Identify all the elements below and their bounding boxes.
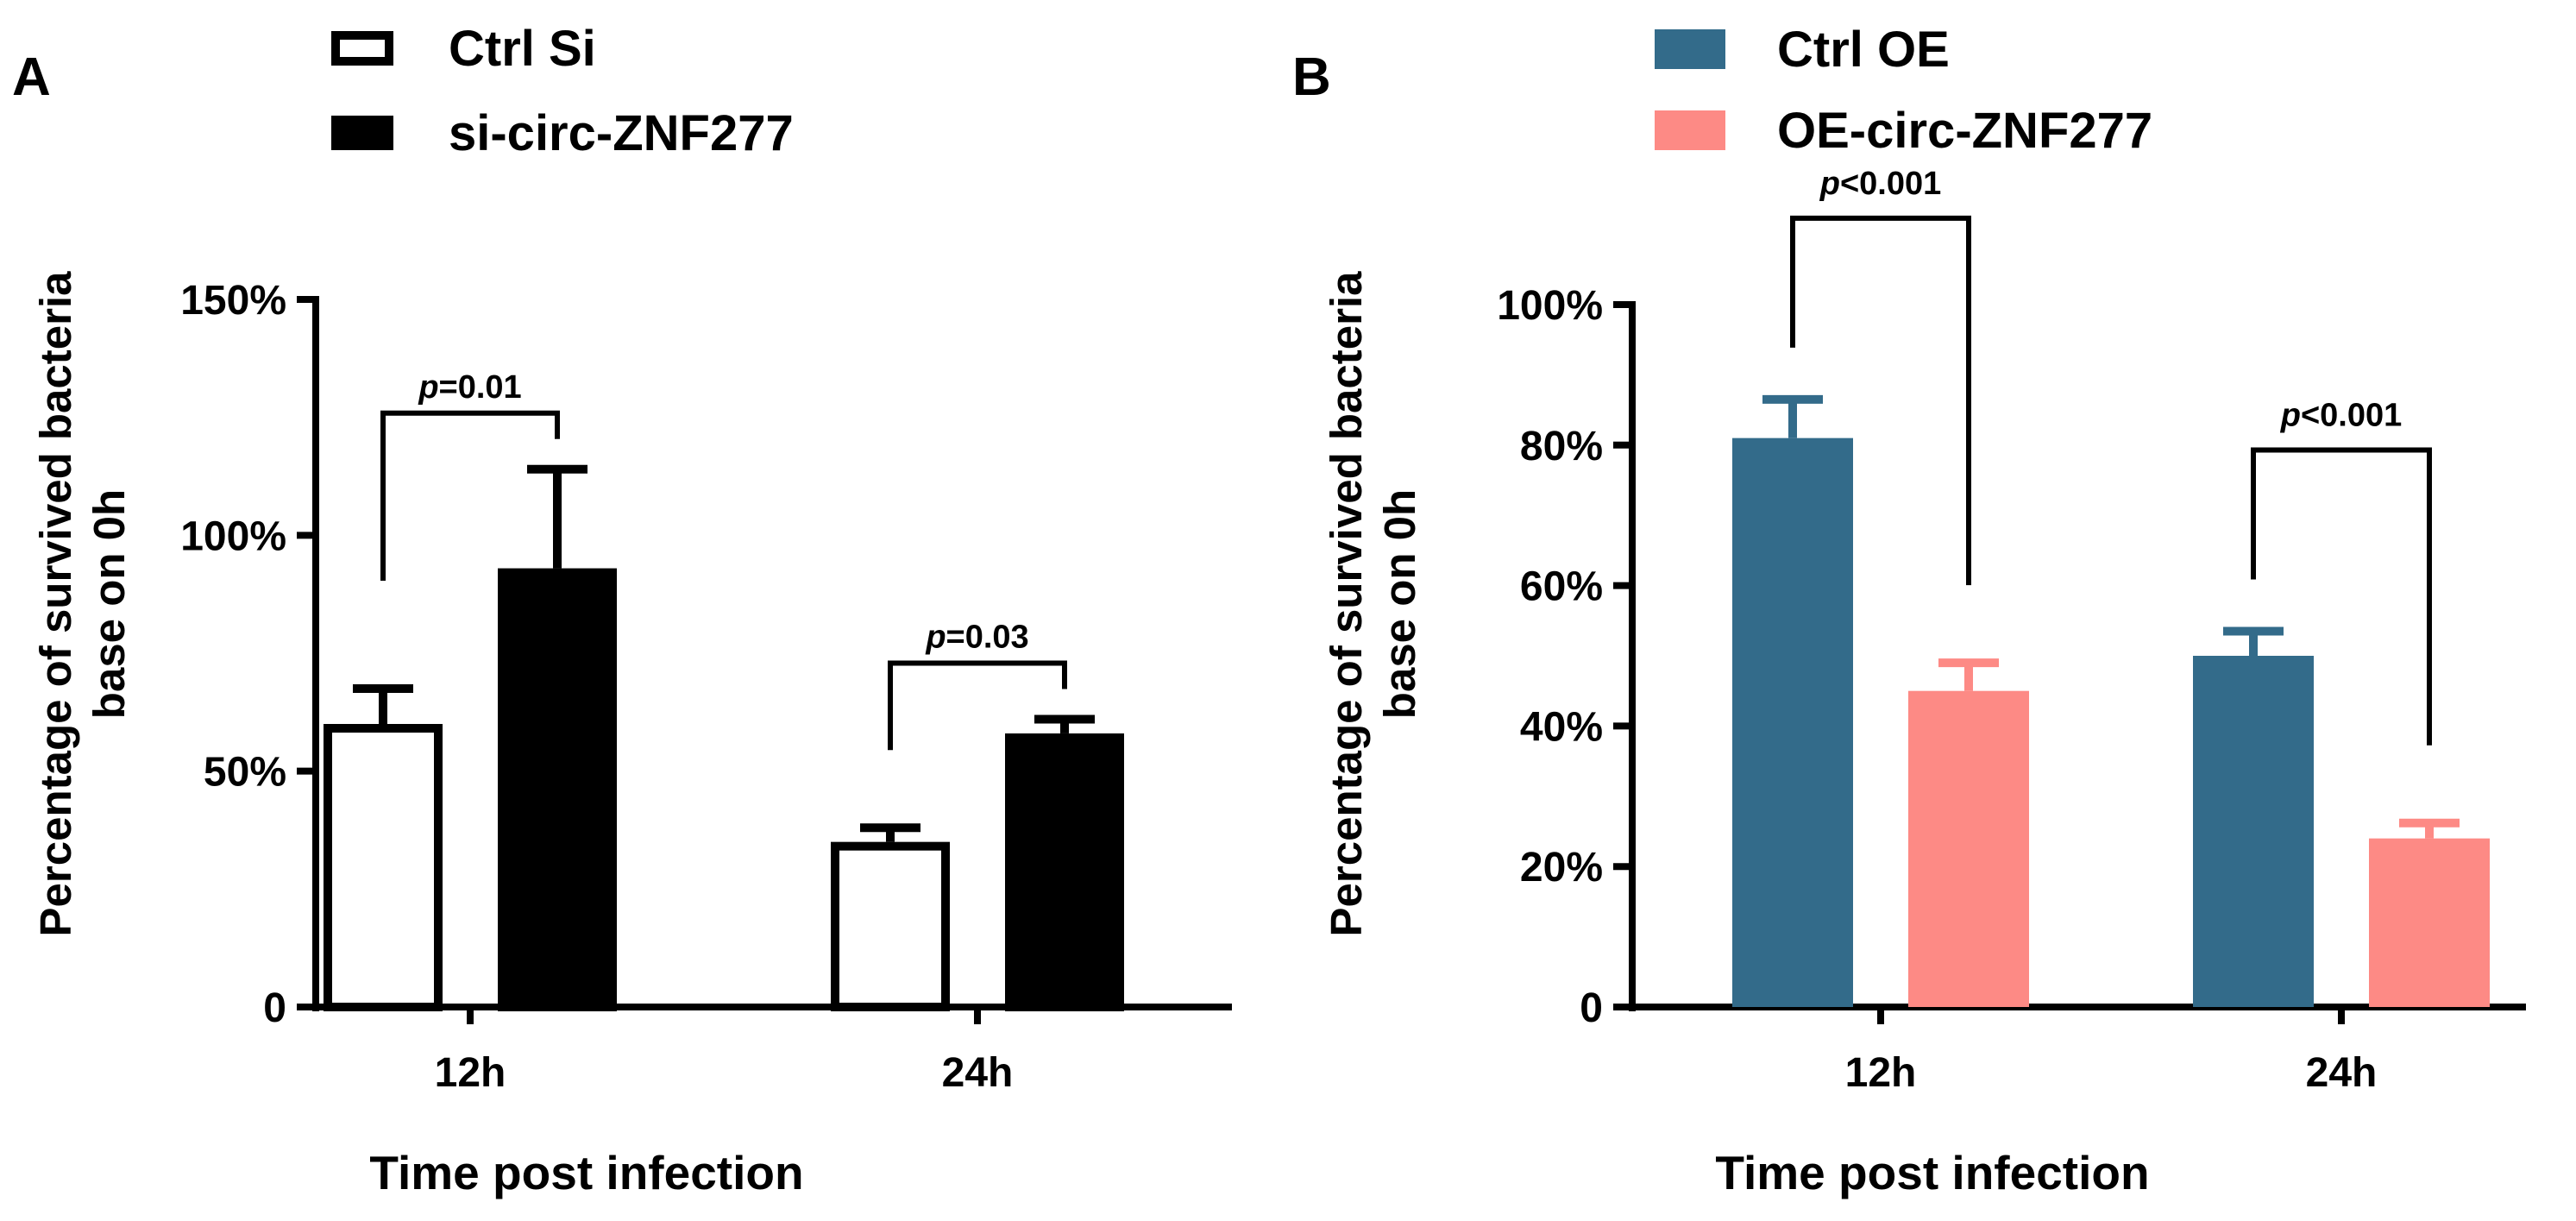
panel-b-p-symbol: p [2280, 398, 2301, 434]
panel-a-p-value-label: p=0.03 [925, 620, 1028, 656]
panel-b-y-axis-title-line-1: Percentage of survived bacteria [1322, 271, 1371, 937]
panel-b-y-axis-title: Percentage of survived bacteria base on … [1322, 271, 1424, 937]
panel-b-legend-swatch-1 [1655, 110, 1725, 150]
panel-a-legend-label-0: Ctrl Si [449, 21, 596, 77]
panel-a-significance-bracket [380, 410, 560, 581]
panel-b-x-axis-title: Time post infection [1715, 1146, 2149, 1199]
panel-b-chart: B Ctrl OE OE-circ-ZNF277 0 20% 40% 60% 80% 100… [1292, 22, 2526, 1199]
panel-a-y-tick-label: 0 [263, 985, 286, 1031]
panel-a-y-tick-label: 50% [204, 750, 286, 796]
panel-a-p-value-label: p=0.01 [418, 369, 521, 406]
panel-b-y-tick-label: 100% [1497, 283, 1603, 329]
panel-a-legend-swatch-0 [331, 31, 393, 66]
panel-b-bar [2193, 656, 2314, 1007]
panel-a-y-tick-label: 100% [180, 513, 286, 559]
panel-a-bar [324, 724, 443, 1011]
panel-b-bar [1732, 437, 1853, 1007]
panel-a-bar [831, 841, 950, 1012]
panel-a-p-value-text: =0.03 [946, 620, 1029, 656]
panel-b-p-value-label: p<0.001 [1819, 166, 1942, 202]
panel-a-y-tick-label: 150% [180, 278, 286, 324]
panel-a-x-axis-title: Time post infection [369, 1146, 803, 1199]
panel-b-letter: B [1292, 47, 1331, 107]
panel-b-significance-bracket [1790, 215, 1971, 586]
panel-b-x-tick-label: 24h [2306, 1050, 2378, 1096]
panel-a-bar [498, 568, 617, 1011]
panel-a-legend-label-1: si-circ-ZNF277 [449, 105, 794, 161]
panel-a-y-axis-title-line-2: base on 0h [85, 489, 134, 719]
panel-a-letter: A [12, 47, 51, 107]
panel-b-y-tick-label: 40% [1520, 704, 1603, 750]
panel-b-significance-bracket [2251, 447, 2432, 746]
panel-a-legend: Ctrl Si si-circ-ZNF277 [331, 21, 794, 161]
panel-a-y-axis-title-line-1: Percentage of survived bacteria [31, 271, 80, 937]
panel-b-x-tick-label: 12h [1845, 1050, 1917, 1096]
panel-a-p-value-text: =0.01 [439, 369, 522, 406]
panel-a-p-symbol: p [418, 369, 438, 406]
panel-b-bar [1908, 690, 2029, 1007]
panel-b-legend-label-1: OE-circ-ZNF277 [1777, 103, 2152, 159]
panel-a-y-axis-title: Percentage of survived bacteria base on … [31, 271, 134, 937]
panel-a-p-symbol: p [925, 620, 946, 656]
panel-b-y-tick-label: 0 [1580, 985, 1603, 1031]
panel-a-significance-bracket [888, 660, 1067, 751]
panel-b-p-value-text: <0.001 [2301, 398, 2402, 434]
panel-b-y-tick-label: 60% [1520, 564, 1603, 610]
panel-a-chart: A Ctrl Si si-circ-ZNF277 0 50% 100% 150% 12h 2… [12, 21, 1232, 1199]
panel-b-p-value-text: <0.001 [1840, 166, 1941, 202]
panel-a-legend-swatch-1 [331, 116, 393, 150]
panel-b-p-symbol: p [1819, 166, 1840, 202]
panel-b-legend: Ctrl OE OE-circ-ZNF277 [1655, 22, 2152, 159]
panel-b-y-tick-label: 20% [1520, 845, 1603, 891]
panel-b-y-tick-label: 80% [1520, 424, 1603, 469]
panel-a-x-tick-label: 12h [435, 1050, 506, 1096]
panel-b-p-value-label: p<0.001 [2280, 398, 2403, 434]
panel-b-y-axis-title-line-2: base on 0h [1375, 489, 1424, 719]
panel-b-legend-label-0: Ctrl OE [1777, 22, 1950, 78]
panel-b-bar [2369, 838, 2490, 1007]
panel-a-bar [1005, 733, 1124, 1012]
panel-b-legend-swatch-0 [1655, 29, 1725, 69]
panel-a-x-tick-label: 24h [942, 1050, 1014, 1096]
